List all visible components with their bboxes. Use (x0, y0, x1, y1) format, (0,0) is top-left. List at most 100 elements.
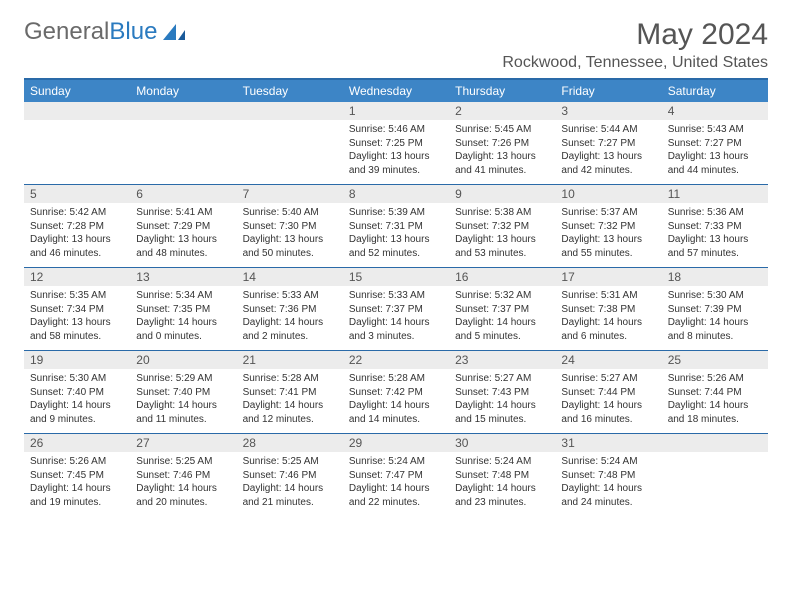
day-cell: 19Sunrise: 5:30 AMSunset: 7:40 PMDayligh… (24, 351, 130, 433)
day-header-row: SundayMondayTuesdayWednesdayThursdayFrid… (24, 80, 768, 102)
month-title: May 2024 (502, 18, 768, 52)
day-number: 29 (343, 434, 449, 452)
day-number: 21 (237, 351, 343, 369)
day-number: 27 (130, 434, 236, 452)
day-cell: 9Sunrise: 5:38 AMSunset: 7:32 PMDaylight… (449, 185, 555, 267)
day-cell (662, 434, 768, 516)
day-number (130, 102, 236, 120)
day-cell: 18Sunrise: 5:30 AMSunset: 7:39 PMDayligh… (662, 268, 768, 350)
day-cell: 26Sunrise: 5:26 AMSunset: 7:45 PMDayligh… (24, 434, 130, 516)
day-cell: 4Sunrise: 5:43 AMSunset: 7:27 PMDaylight… (662, 102, 768, 184)
day-number: 5 (24, 185, 130, 203)
day-number: 16 (449, 268, 555, 286)
day-content: Sunrise: 5:31 AMSunset: 7:38 PMDaylight:… (555, 286, 661, 346)
day-number: 8 (343, 185, 449, 203)
day-content: Sunrise: 5:46 AMSunset: 7:25 PMDaylight:… (343, 120, 449, 180)
day-content: Sunrise: 5:37 AMSunset: 7:32 PMDaylight:… (555, 203, 661, 263)
day-cell (24, 102, 130, 184)
day-cell: 24Sunrise: 5:27 AMSunset: 7:44 PMDayligh… (555, 351, 661, 433)
day-cell: 7Sunrise: 5:40 AMSunset: 7:30 PMDaylight… (237, 185, 343, 267)
day-cell: 30Sunrise: 5:24 AMSunset: 7:48 PMDayligh… (449, 434, 555, 516)
title-block: May 2024 Rockwood, Tennessee, United Sta… (502, 18, 768, 72)
day-number (662, 434, 768, 452)
day-cell (237, 102, 343, 184)
day-cell: 8Sunrise: 5:39 AMSunset: 7:31 PMDaylight… (343, 185, 449, 267)
day-content: Sunrise: 5:33 AMSunset: 7:37 PMDaylight:… (343, 286, 449, 346)
day-cell (130, 102, 236, 184)
day-cell: 28Sunrise: 5:25 AMSunset: 7:46 PMDayligh… (237, 434, 343, 516)
day-content: Sunrise: 5:39 AMSunset: 7:31 PMDaylight:… (343, 203, 449, 263)
day-number: 4 (662, 102, 768, 120)
day-content: Sunrise: 5:35 AMSunset: 7:34 PMDaylight:… (24, 286, 130, 346)
day-content: Sunrise: 5:41 AMSunset: 7:29 PMDaylight:… (130, 203, 236, 263)
day-number: 24 (555, 351, 661, 369)
day-content: Sunrise: 5:32 AMSunset: 7:37 PMDaylight:… (449, 286, 555, 346)
day-content: Sunrise: 5:25 AMSunset: 7:46 PMDaylight:… (130, 452, 236, 512)
day-content: Sunrise: 5:26 AMSunset: 7:44 PMDaylight:… (662, 369, 768, 429)
day-cell: 22Sunrise: 5:28 AMSunset: 7:42 PMDayligh… (343, 351, 449, 433)
day-content: Sunrise: 5:36 AMSunset: 7:33 PMDaylight:… (662, 203, 768, 263)
day-number: 22 (343, 351, 449, 369)
day-number: 30 (449, 434, 555, 452)
week-row: 1Sunrise: 5:46 AMSunset: 7:25 PMDaylight… (24, 102, 768, 184)
day-cell: 29Sunrise: 5:24 AMSunset: 7:47 PMDayligh… (343, 434, 449, 516)
day-cell: 14Sunrise: 5:33 AMSunset: 7:36 PMDayligh… (237, 268, 343, 350)
day-content: Sunrise: 5:25 AMSunset: 7:46 PMDaylight:… (237, 452, 343, 512)
week-row: 12Sunrise: 5:35 AMSunset: 7:34 PMDayligh… (24, 267, 768, 350)
day-cell: 2Sunrise: 5:45 AMSunset: 7:26 PMDaylight… (449, 102, 555, 184)
week-row: 19Sunrise: 5:30 AMSunset: 7:40 PMDayligh… (24, 350, 768, 433)
day-number: 11 (662, 185, 768, 203)
day-content: Sunrise: 5:29 AMSunset: 7:40 PMDaylight:… (130, 369, 236, 429)
day-header-cell: Sunday (24, 80, 130, 102)
day-header-cell: Tuesday (237, 80, 343, 102)
day-number: 1 (343, 102, 449, 120)
day-number: 18 (662, 268, 768, 286)
day-number (237, 102, 343, 120)
day-number: 13 (130, 268, 236, 286)
day-cell: 12Sunrise: 5:35 AMSunset: 7:34 PMDayligh… (24, 268, 130, 350)
day-content: Sunrise: 5:24 AMSunset: 7:48 PMDaylight:… (555, 452, 661, 512)
day-content: Sunrise: 5:45 AMSunset: 7:26 PMDaylight:… (449, 120, 555, 180)
day-number: 17 (555, 268, 661, 286)
location: Rockwood, Tennessee, United States (502, 54, 768, 72)
day-number: 9 (449, 185, 555, 203)
day-number: 26 (24, 434, 130, 452)
day-content: Sunrise: 5:30 AMSunset: 7:39 PMDaylight:… (662, 286, 768, 346)
day-number: 19 (24, 351, 130, 369)
day-number (24, 102, 130, 120)
day-content: Sunrise: 5:28 AMSunset: 7:41 PMDaylight:… (237, 369, 343, 429)
day-cell: 13Sunrise: 5:34 AMSunset: 7:35 PMDayligh… (130, 268, 236, 350)
day-cell: 20Sunrise: 5:29 AMSunset: 7:40 PMDayligh… (130, 351, 236, 433)
header: GeneralBlue May 2024 Rockwood, Tennessee… (24, 18, 768, 72)
day-header-cell: Friday (555, 80, 661, 102)
day-number: 12 (24, 268, 130, 286)
day-content: Sunrise: 5:24 AMSunset: 7:48 PMDaylight:… (449, 452, 555, 512)
day-number: 15 (343, 268, 449, 286)
day-cell: 21Sunrise: 5:28 AMSunset: 7:41 PMDayligh… (237, 351, 343, 433)
day-content: Sunrise: 5:30 AMSunset: 7:40 PMDaylight:… (24, 369, 130, 429)
day-content: Sunrise: 5:27 AMSunset: 7:44 PMDaylight:… (555, 369, 661, 429)
day-number: 7 (237, 185, 343, 203)
day-content: Sunrise: 5:34 AMSunset: 7:35 PMDaylight:… (130, 286, 236, 346)
day-cell: 6Sunrise: 5:41 AMSunset: 7:29 PMDaylight… (130, 185, 236, 267)
day-content: Sunrise: 5:28 AMSunset: 7:42 PMDaylight:… (343, 369, 449, 429)
day-number: 3 (555, 102, 661, 120)
day-content: Sunrise: 5:26 AMSunset: 7:45 PMDaylight:… (24, 452, 130, 512)
day-content: Sunrise: 5:44 AMSunset: 7:27 PMDaylight:… (555, 120, 661, 180)
day-cell: 27Sunrise: 5:25 AMSunset: 7:46 PMDayligh… (130, 434, 236, 516)
day-number: 23 (449, 351, 555, 369)
day-cell: 5Sunrise: 5:42 AMSunset: 7:28 PMDaylight… (24, 185, 130, 267)
day-content: Sunrise: 5:24 AMSunset: 7:47 PMDaylight:… (343, 452, 449, 512)
week-row: 26Sunrise: 5:26 AMSunset: 7:45 PMDayligh… (24, 433, 768, 516)
day-number: 28 (237, 434, 343, 452)
logo-text-2: Blue (109, 18, 157, 46)
day-cell: 11Sunrise: 5:36 AMSunset: 7:33 PMDayligh… (662, 185, 768, 267)
day-cell: 10Sunrise: 5:37 AMSunset: 7:32 PMDayligh… (555, 185, 661, 267)
day-number: 31 (555, 434, 661, 452)
day-cell: 16Sunrise: 5:32 AMSunset: 7:37 PMDayligh… (449, 268, 555, 350)
day-cell: 1Sunrise: 5:46 AMSunset: 7:25 PMDaylight… (343, 102, 449, 184)
logo: GeneralBlue (24, 18, 187, 46)
day-cell: 23Sunrise: 5:27 AMSunset: 7:43 PMDayligh… (449, 351, 555, 433)
day-number: 6 (130, 185, 236, 203)
day-header-cell: Wednesday (343, 80, 449, 102)
